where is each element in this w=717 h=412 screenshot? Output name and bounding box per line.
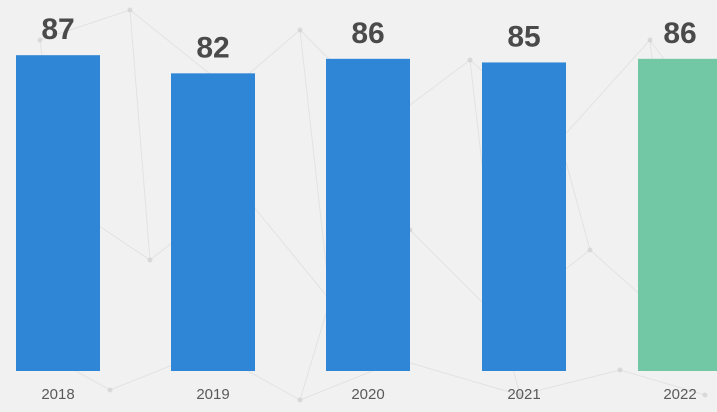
value-labels-group: 87 82 86 85 86: [41, 13, 696, 64]
background-network-line: [39, 9, 131, 41]
value-label-2020: 86: [351, 17, 384, 50]
background-network-node: [107, 387, 113, 393]
value-label-2018: 87: [41, 13, 74, 46]
background-network-line: [519, 369, 621, 396]
background-network-node: [297, 27, 303, 33]
background-network-node: [127, 7, 133, 13]
x-tick-label-2019: 2019: [196, 386, 229, 403]
background-network-node: [702, 392, 708, 398]
value-label-2019: 82: [196, 31, 229, 64]
bar-2022: [638, 58, 717, 371]
bar-2021: [482, 62, 566, 371]
background-network-node: [297, 397, 303, 403]
x-tick-label-2020: 2020: [351, 386, 384, 403]
background-network-line: [619, 369, 706, 396]
x-tick-label-2022: 2022: [663, 386, 696, 403]
background-network-line: [129, 9, 151, 261]
x-tick-labels-group: 2018 2019 2020 2021 2022: [41, 386, 696, 403]
background-network-node: [517, 392, 523, 398]
bar-2019: [171, 73, 255, 371]
background-network-node: [647, 37, 653, 43]
x-tick-label-2018: 2018: [41, 386, 74, 403]
value-label-2021: 85: [507, 20, 540, 53]
background-network-node: [37, 37, 43, 43]
background-network-line: [559, 39, 651, 141]
value-label-2022: 86: [663, 17, 696, 50]
background-network-line: [299, 299, 331, 401]
x-tick-label-2021: 2021: [507, 386, 540, 403]
background-network-node: [467, 57, 473, 63]
bar-2018: [16, 55, 100, 371]
background-network-line: [399, 359, 521, 396]
background-network-node: [587, 247, 593, 253]
background-network-node: [147, 257, 153, 263]
background-network-line: [299, 29, 331, 301]
bar-2020: [326, 58, 410, 371]
bars-group: [16, 55, 717, 371]
background-network-node: [617, 367, 623, 373]
